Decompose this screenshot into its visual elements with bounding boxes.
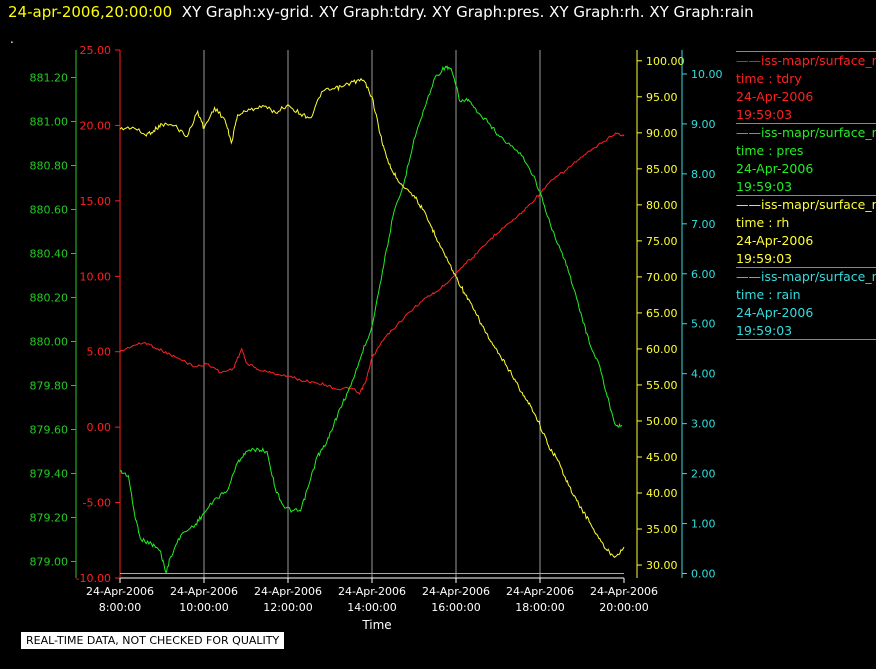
- rh-tick-label: 80.00: [646, 199, 678, 212]
- rh-tick-label: 95.00: [646, 91, 678, 104]
- rh-tick-label: 90.00: [646, 127, 678, 140]
- pres-tick-label: 879.40: [30, 468, 69, 481]
- pres-tick-label: 879.80: [30, 380, 69, 393]
- rh-tick-label: 60.00: [646, 343, 678, 356]
- legend-series-name: ——iss-mapr/surface_m: [736, 53, 876, 68]
- x-tick-date: 24-Apr-2006: [170, 585, 238, 598]
- legend-series-name: ——iss-mapr/surface_m: [736, 269, 876, 284]
- legend-variable: time : pres: [736, 143, 804, 158]
- rh-tick-label: 75.00: [646, 235, 678, 248]
- tdry-tick-label: 15.00: [80, 195, 112, 208]
- rh-series-line: [119, 77, 625, 559]
- legend-time: 19:59:03: [736, 179, 793, 194]
- tdry-series-line: [119, 132, 625, 395]
- legend-series-name: ——iss-mapr/surface_m: [736, 125, 876, 140]
- tdry-tick-label: 20.00: [80, 119, 112, 132]
- x-tick-time: 14:00:00: [347, 601, 396, 614]
- header-dot: .: [10, 32, 14, 46]
- legend-variable: time : tdry: [736, 71, 802, 86]
- pres-tick-label: 880.00: [30, 336, 69, 349]
- x-axis-label: Time: [361, 618, 391, 632]
- legend-separator: [736, 195, 876, 196]
- rh-tick-label: 50.00: [646, 415, 678, 428]
- rain-tick-label: 8.00: [691, 168, 716, 181]
- legend-separator: [736, 51, 876, 52]
- legend-date: 24-Apr-2006: [736, 233, 814, 248]
- rain-tick-label: 9.00: [691, 118, 716, 131]
- rh-tick-label: 55.00: [646, 379, 678, 392]
- rh-tick-label: 30.00: [646, 559, 678, 572]
- legend-separator: [736, 339, 876, 340]
- tdry-tick-label: 0.00: [87, 421, 112, 434]
- header-timestamp: 24-apr-2006,20:00:00: [8, 3, 173, 21]
- pres-tick-label: 880.60: [30, 204, 69, 217]
- legend-variable: time : rain: [736, 287, 801, 302]
- rain-tick-label: 7.00: [691, 218, 716, 231]
- pres-tick-label: 881.00: [30, 116, 69, 129]
- legend-series-name: ——iss-mapr/surface_m: [736, 197, 876, 212]
- header-graph-list: XY Graph:xy-grid. XY Graph:tdry. XY Grap…: [181, 3, 754, 21]
- x-tick-time: 16:00:00: [431, 601, 480, 614]
- rain-tick-label: 1.00: [691, 518, 716, 531]
- tdry-tick-label: -10.00: [76, 572, 111, 585]
- header: 24-apr-2006,20:00:00 XY Graph:xy-grid. X…: [8, 3, 754, 21]
- series-lines: [119, 65, 625, 574]
- x-tick-date: 24-Apr-2006: [422, 585, 490, 598]
- rain-tick-label: 3.00: [691, 418, 716, 431]
- pres-series-line: [119, 65, 623, 574]
- x-tick-time: 18:00:00: [515, 601, 564, 614]
- legend-time: 19:59:03: [736, 251, 793, 266]
- pres-tick-label: 879.60: [30, 424, 69, 437]
- x-tick-date: 24-Apr-2006: [506, 585, 574, 598]
- legend-time: 19:59:03: [736, 107, 793, 122]
- rh-tick-label: 85.00: [646, 163, 678, 176]
- tdry-tick-label: -5.00: [83, 497, 111, 510]
- x-axis-ticks: 24-Apr-2006 8:00:00 24-Apr-2006 10:00:00 24-…: [86, 578, 658, 614]
- legend-date: 24-Apr-2006: [736, 89, 814, 104]
- legend-time: 19:59:03: [736, 323, 793, 338]
- tdry-tick-label: 5.00: [87, 346, 112, 359]
- rh-tick-label: 70.00: [646, 271, 678, 284]
- rh-tick-label: 40.00: [646, 487, 678, 500]
- rain-tick-label: 6.00: [691, 268, 716, 281]
- rh-tick-label: 100.00: [646, 55, 685, 68]
- rain-tick-label: 2.00: [691, 468, 716, 481]
- pres-tick-label: 880.40: [30, 248, 69, 261]
- legend-separator: [736, 123, 876, 124]
- x-tick-time: 12:00:00: [263, 601, 312, 614]
- pres-tick-label: 881.20: [30, 72, 69, 85]
- rain-tick-label: 4.00: [691, 368, 716, 381]
- pres-tick-label: 879.20: [30, 512, 69, 525]
- rain-tick-label: 0.00: [691, 568, 716, 581]
- x-tick-time: 10:00:00: [179, 601, 228, 614]
- quality-disclaimer: REAL-TIME DATA, NOT CHECKED FOR QUALITY: [20, 631, 286, 650]
- rain-tick-label: 5.00: [691, 318, 716, 331]
- tdry-tick-label: 25.00: [80, 44, 112, 57]
- rain-tick-label: 10.00: [691, 68, 723, 81]
- pres-tick-label: 879.00: [30, 556, 69, 569]
- x-tick-date: 24-Apr-2006: [254, 585, 322, 598]
- tdry-tick-label: 10.00: [80, 270, 112, 283]
- legend-separator: [736, 267, 876, 268]
- x-tick-date: 24-Apr-2006: [338, 585, 406, 598]
- x-tick-time: 20:00:00: [599, 601, 648, 614]
- rh-tick-label: 65.00: [646, 307, 678, 320]
- legend-variable: time : rh: [736, 215, 790, 230]
- x-tick-date: 24-Apr-2006: [86, 585, 154, 598]
- vertical-grid: [203, 50, 541, 578]
- pres-tick-label: 880.80: [30, 160, 69, 173]
- x-tick-date: 24-Apr-2006: [590, 585, 658, 598]
- pres-tick-label: 880.20: [30, 292, 69, 305]
- x-tick-time: 8:00:00: [99, 601, 141, 614]
- axes: 879.00 879.20 879.40 879.60 879.80 880.00 880.…: [30, 44, 723, 585]
- rh-tick-label: 45.00: [646, 451, 678, 464]
- legend-date: 24-Apr-2006: [736, 305, 814, 320]
- rh-tick-label: 35.00: [646, 523, 678, 536]
- legend-date: 24-Apr-2006: [736, 161, 814, 176]
